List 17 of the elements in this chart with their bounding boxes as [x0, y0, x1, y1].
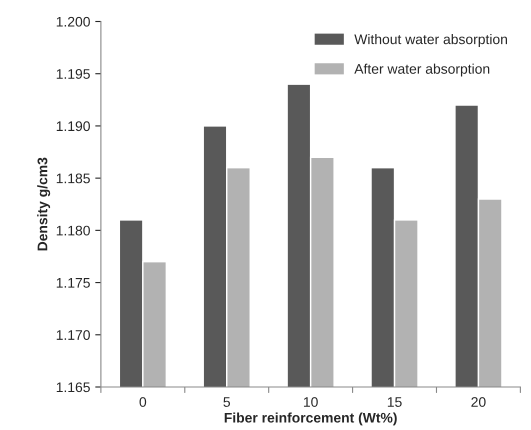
y-tick-label: 1.190: [56, 121, 90, 132]
legend-label: After water absorption: [354, 64, 490, 77]
x-tick-label: 0: [140, 397, 146, 407]
y-tick-label: 1.195: [56, 69, 90, 79]
y-tick-label: 1.170: [56, 330, 90, 340]
x-tick-label: 15: [388, 397, 402, 407]
y-tick-label: 1.185: [56, 173, 90, 184]
x-axis-title: Fiber reinforcement (Wt%): [224, 412, 397, 426]
legend-label: Without water absorption: [354, 34, 507, 47]
y-axis-title: Density g/cm3: [37, 158, 50, 250]
y-tick-label: 1.180: [56, 226, 90, 236]
y-tick-label: 1.200: [56, 16, 90, 27]
x-tick-label: 5: [223, 397, 230, 407]
y-tick-label: 1.175: [56, 278, 90, 288]
x-tick-label: 20: [471, 397, 486, 407]
x-tick-label: 10: [304, 397, 318, 407]
y-tick-label: 1.165: [56, 382, 90, 392]
